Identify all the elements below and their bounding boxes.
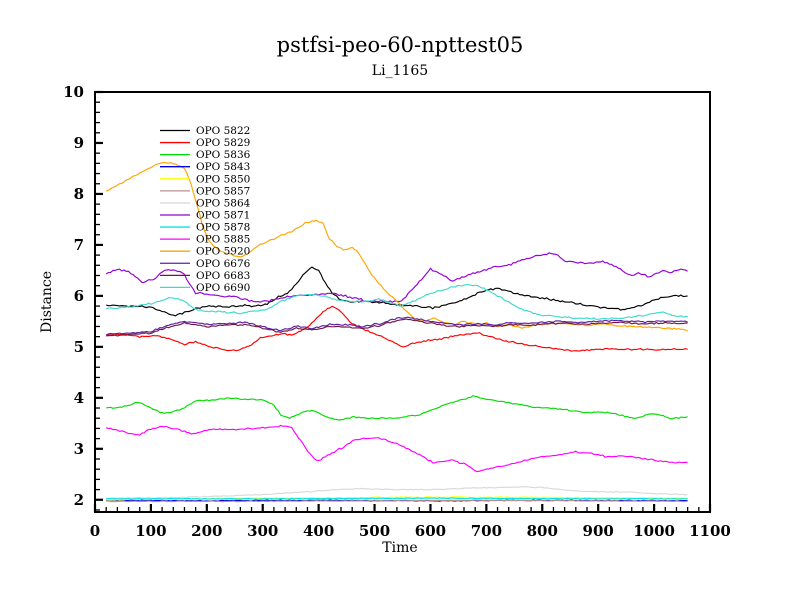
y-tick-label: 8 bbox=[74, 185, 84, 203]
x-tick-label: 1100 bbox=[689, 522, 731, 540]
legend-entry-opo-5885: OPO 5885 bbox=[160, 234, 250, 246]
legend-entry-opo-5920: OPO 5920 bbox=[160, 246, 250, 258]
legend-entry-opo-5843: OPO 5843 bbox=[160, 161, 250, 173]
x-axis-label: Time bbox=[382, 540, 418, 556]
x-tick-label: 300 bbox=[247, 522, 278, 540]
y-axis-label: Distance bbox=[39, 270, 55, 334]
legend-entry-opo-5857: OPO 5857 bbox=[160, 185, 250, 197]
legend-label: OPO 5836 bbox=[196, 149, 251, 161]
series-line-opo-5871 bbox=[105, 252, 688, 303]
legend-entry-opo-5850: OPO 5850 bbox=[160, 173, 250, 185]
series-line-opo-5836 bbox=[106, 395, 688, 421]
y-tick-label: 7 bbox=[74, 236, 84, 254]
legend-entry-opo-5871: OPO 5871 bbox=[160, 209, 250, 221]
y-axis-ticks: 2 3 4 5 6 7 8 9 10 bbox=[63, 83, 103, 511]
legend-label: OPO 5871 bbox=[196, 209, 250, 221]
legend-entry-opo-6690: OPO 6690 bbox=[160, 282, 250, 294]
y-tick-label: 3 bbox=[74, 440, 84, 458]
legend-label: OPO 5822 bbox=[196, 125, 250, 137]
x-tick-label: 800 bbox=[527, 522, 558, 540]
page-title: pstfsi-peo-60-npttest05 bbox=[276, 33, 524, 57]
x-tick-label: 100 bbox=[135, 522, 166, 540]
series-line-opo-5878 bbox=[106, 497, 688, 500]
plot-frame bbox=[94, 91, 711, 513]
y-tick-label: 6 bbox=[74, 287, 84, 305]
y-tick-label: 2 bbox=[74, 491, 84, 509]
x-tick-label: 0 bbox=[90, 522, 100, 540]
y-tick-label: 10 bbox=[63, 83, 84, 101]
series-line-opo-6690 bbox=[106, 284, 688, 320]
x-tick-label: 1000 bbox=[633, 522, 675, 540]
legend-label: OPO 5878 bbox=[196, 222, 250, 234]
legend-entry-opo-6676: OPO 6676 bbox=[160, 258, 251, 270]
legend-label: OPO 5829 bbox=[196, 137, 250, 149]
series-line-opo-6683 bbox=[106, 318, 688, 337]
y-tick-label: 4 bbox=[74, 389, 84, 407]
series-line-opo-5920 bbox=[105, 161, 688, 332]
x-tick-label: 400 bbox=[303, 522, 334, 540]
x-axis-ticks: 0 100 200 300 400 500 600 700 800 900 1000 1100 bbox=[90, 504, 731, 540]
series-line-opo-6676 bbox=[105, 316, 688, 336]
x-tick-label: 500 bbox=[359, 522, 390, 540]
series-line-opo-5864 bbox=[106, 486, 688, 500]
x-tick-label: 900 bbox=[583, 522, 614, 540]
series-line-opo-5829 bbox=[106, 305, 688, 352]
series-line-opo-5885 bbox=[106, 424, 688, 473]
legend-label: OPO 6676 bbox=[196, 258, 251, 270]
legend-label: OPO 5885 bbox=[196, 234, 250, 246]
legend-entry-opo-5878: OPO 5878 bbox=[160, 222, 250, 234]
y-tick-label: 9 bbox=[74, 134, 84, 152]
x-tick-label: 700 bbox=[471, 522, 502, 540]
legend-label: OPO 5843 bbox=[196, 161, 250, 173]
legend-entry-opo-6683: OPO 6683 bbox=[160, 270, 250, 282]
legend-label: OPO 5920 bbox=[196, 246, 250, 258]
legend-entry-opo-5822: OPO 5822 bbox=[160, 125, 250, 137]
y-tick-label: 5 bbox=[74, 338, 84, 356]
legend-label: OPO 6690 bbox=[196, 282, 250, 294]
legend-label: OPO 6683 bbox=[196, 270, 250, 282]
series-line-opo-5857 bbox=[106, 499, 688, 503]
legend-label: OPO 5850 bbox=[196, 173, 250, 185]
legend-entry-opo-5829: OPO 5829 bbox=[160, 137, 250, 149]
legend-label: OPO 5864 bbox=[196, 197, 251, 209]
legend-entry-opo-5836: OPO 5836 bbox=[160, 149, 251, 161]
x-tick-label: 600 bbox=[415, 522, 446, 540]
legend-label: OPO 5857 bbox=[196, 185, 250, 197]
chart-subtitle: Li_1165 bbox=[371, 63, 429, 79]
legend-entry-opo-5864: OPO 5864 bbox=[160, 197, 251, 209]
x-tick-label: 200 bbox=[191, 522, 222, 540]
